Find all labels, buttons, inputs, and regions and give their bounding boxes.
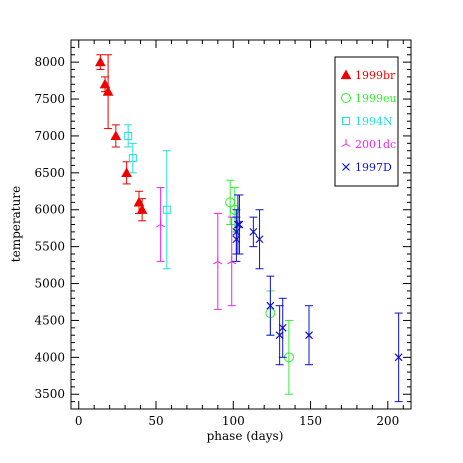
data-point — [124, 131, 133, 140]
data-point — [102, 86, 114, 96]
x-tick-label: 150 — [299, 414, 322, 428]
legend-label-1997D: 1997D — [355, 161, 392, 174]
series-1994N — [124, 124, 171, 270]
data-point — [133, 196, 145, 207]
data-point — [110, 130, 122, 141]
data-point — [162, 205, 171, 214]
legend: 1999br 1999eu 1994N 2001dc 1997D — [334, 56, 399, 187]
y-tick-label: 7500 — [34, 92, 65, 106]
axis-ticks: 0 50 100 150 200 3500 4000 4500 5000 5500 6000 6500… — [34, 40, 411, 428]
data-point — [235, 220, 244, 229]
data-point — [213, 256, 223, 265]
data-point — [394, 353, 403, 362]
x-tick-label: 200 — [376, 414, 399, 428]
y-tick-label: 4500 — [34, 313, 65, 327]
legend-marker-1999eu — [341, 93, 351, 103]
x-tick-label: 0 — [75, 414, 83, 428]
y-tick-label: 5500 — [34, 240, 65, 254]
data-point — [278, 323, 287, 332]
legend-marker-2001dc — [341, 139, 351, 147]
data-point — [99, 78, 111, 89]
series-2001dc — [156, 187, 237, 310]
data-point — [266, 301, 275, 310]
data-point — [136, 204, 148, 214]
y-tick-label: 3500 — [34, 387, 65, 401]
legend-marker-1994N — [342, 117, 350, 125]
data-point — [233, 220, 242, 229]
y-axis-label: temperature — [9, 186, 23, 262]
data-series — [95, 54, 403, 403]
data-point — [232, 235, 241, 244]
data-point — [156, 219, 166, 228]
y-tick-label: 4000 — [34, 350, 65, 364]
legend-label-1999br: 1999br — [355, 69, 396, 82]
y-tick-label: 7000 — [34, 129, 65, 143]
y-tick-label: 6000 — [34, 203, 65, 217]
data-point — [255, 235, 264, 244]
legend-marker-1999br — [340, 69, 352, 80]
data-point — [249, 227, 258, 236]
legend-label-2001dc: 2001dc — [355, 138, 396, 151]
x-axis-label: phase (days) — [207, 429, 284, 443]
y-tick-label: 6500 — [34, 166, 65, 180]
legend-label-1999eu: 1999eu — [355, 92, 397, 105]
series-1999br — [95, 54, 148, 222]
series-1997D — [232, 194, 403, 403]
data-point — [305, 331, 313, 340]
data-point — [275, 331, 284, 340]
legend-marker-1997D — [342, 163, 350, 171]
y-tick-label: 8000 — [34, 55, 65, 69]
data-point — [128, 154, 137, 163]
x-tick-label: 50 — [148, 414, 163, 428]
x-tick-label: 100 — [222, 414, 245, 428]
legend-label-1994N: 1994N — [355, 115, 393, 128]
y-tick-label: 5000 — [34, 277, 65, 291]
data-point — [95, 56, 106, 67]
